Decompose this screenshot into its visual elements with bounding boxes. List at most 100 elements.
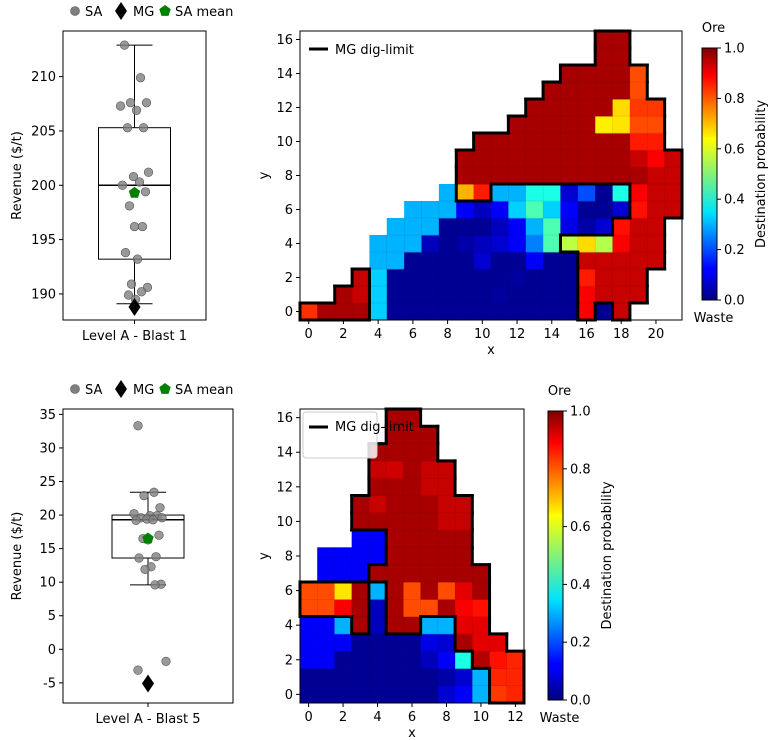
cell-edge <box>612 81 631 100</box>
cell-edge <box>560 132 579 151</box>
heatmap-cell <box>368 616 387 635</box>
y-tick-label: 14 <box>276 446 293 461</box>
heatmap-cell <box>420 564 439 583</box>
heatmap-cell <box>438 286 457 304</box>
colorbar-tick-label: 0.2 <box>570 636 591 651</box>
y-axis-label: Revenue ($/t) <box>10 131 25 220</box>
sa-point <box>134 553 144 563</box>
y-tick-label: 190 <box>31 287 56 302</box>
cell-edge <box>473 285 492 304</box>
cell-edge <box>437 495 456 514</box>
heatmap-cell <box>595 235 613 253</box>
sa-point <box>143 167 154 177</box>
x-tick-label: 8 <box>442 710 450 725</box>
heatmap-cell <box>489 651 508 669</box>
x-tick-label: 12 <box>507 710 524 725</box>
heatmap-cell <box>456 218 475 236</box>
heatmap-cell <box>386 269 405 287</box>
heatmap-cell <box>612 167 631 185</box>
heatmap-cell <box>437 547 456 566</box>
heatmap-cell <box>352 286 370 304</box>
cell-edge <box>542 149 561 168</box>
sa-point <box>138 123 149 133</box>
heatmap-cell <box>473 252 492 270</box>
cell-edge <box>403 234 422 253</box>
sa-point <box>139 490 149 501</box>
heatmap-cell <box>368 495 387 514</box>
x-tick-label: 18 <box>613 327 630 342</box>
heatmap-cell <box>317 564 335 583</box>
cell-edge <box>612 285 631 304</box>
heatmap-cell <box>437 633 456 652</box>
y-tick-label: 200 <box>31 179 56 194</box>
cell-edge <box>594 268 613 287</box>
heatmap-cell <box>437 478 456 496</box>
heatmap-cell <box>420 581 439 600</box>
cell-edge <box>542 251 561 270</box>
heatmap-cell <box>629 133 648 151</box>
colorbar: 0.0 0.2 0.4 0.6 0.8 1.0 Ore Waste Destination pr… <box>540 384 615 726</box>
heatmap-cell <box>455 564 473 583</box>
heatmap-cell <box>525 235 544 253</box>
heatmap-cell <box>612 99 631 117</box>
y-tick-label: 205 <box>31 124 56 139</box>
y-tick-label: 0 <box>285 305 293 320</box>
cell-edge <box>490 268 509 287</box>
heatmap-cell <box>420 547 439 566</box>
heatmap-cell <box>334 668 353 687</box>
heatmap-cell <box>577 269 596 287</box>
category-label: Level A - Blast 5 <box>95 712 200 727</box>
cell-edge <box>420 547 439 565</box>
heatmap-cell <box>403 651 422 669</box>
heatmap-cell <box>300 633 318 652</box>
heatmap-cell <box>334 303 353 321</box>
y-tick-label: -5 <box>43 676 56 691</box>
cell-edge <box>456 251 474 270</box>
heatmap-cell <box>421 303 440 321</box>
heatmap-cell <box>506 651 525 669</box>
legend-sa-mean-marker <box>159 383 171 394</box>
heatmap-cell <box>595 167 613 185</box>
heatmap-cell <box>473 269 492 287</box>
heatmap-cell <box>543 167 561 185</box>
cell-edge <box>420 495 439 514</box>
heatmap-cell <box>508 116 527 134</box>
cell-edge <box>403 217 422 236</box>
x-tick-label: 14 <box>543 327 560 342</box>
cell-edge <box>420 564 439 583</box>
cell-edge <box>334 633 352 652</box>
heatmap-cell <box>577 218 596 236</box>
heatmap-cell <box>438 269 457 287</box>
y-tick-label: 16 <box>276 411 293 426</box>
heatmap-cell <box>369 286 388 304</box>
cell-edge <box>403 547 421 565</box>
heatmap-cell <box>595 116 613 134</box>
heatmap-cell <box>404 218 422 236</box>
y-tick-label: 0 <box>285 688 293 703</box>
sa-point <box>123 290 134 300</box>
x-tick-label: 4 <box>374 327 382 342</box>
y-tick-label: 25 <box>39 475 56 490</box>
heatmap-cell <box>472 668 490 687</box>
heatmap-cell <box>455 685 473 704</box>
heatmap-cell <box>300 599 318 617</box>
heatmap-cell <box>508 269 527 287</box>
sa-point <box>134 177 145 187</box>
plot-frame <box>62 408 234 704</box>
sa-point <box>120 248 131 258</box>
cell-edge <box>525 115 544 134</box>
cell-edge <box>351 650 370 669</box>
heatmap-cell <box>612 235 631 253</box>
heatmap-cell <box>420 633 439 652</box>
cell-edge <box>420 633 439 652</box>
cell-edge <box>421 217 440 236</box>
cell-edge <box>316 650 335 669</box>
heatmap-cell <box>403 599 422 617</box>
heatmap-cell <box>560 133 579 151</box>
heatmap-cell <box>421 201 440 219</box>
legend-mg-label: MG <box>133 5 154 20</box>
heatmap-cell <box>508 303 527 321</box>
heatmap-cell <box>438 235 457 253</box>
heatmap-cell <box>438 303 457 321</box>
